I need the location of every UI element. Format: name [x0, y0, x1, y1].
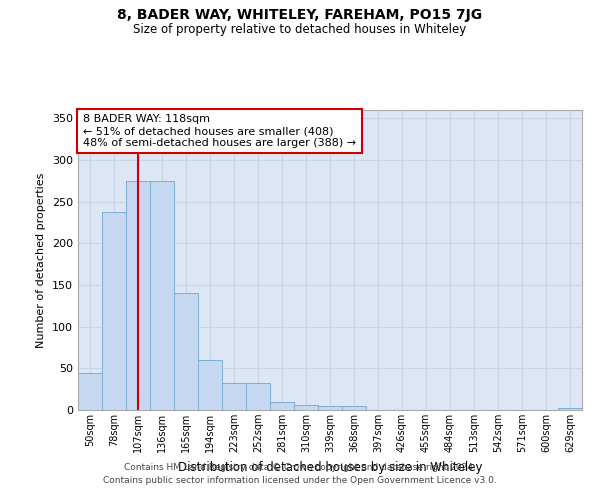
Text: Contains HM Land Registry data © Crown copyright and database right 2024.: Contains HM Land Registry data © Crown c…	[124, 464, 476, 472]
Bar	[558, 408, 582, 410]
X-axis label: Distribution of detached houses by size in Whiteley: Distribution of detached houses by size …	[178, 460, 482, 473]
Bar	[150, 181, 174, 410]
Bar	[246, 384, 270, 410]
Text: Size of property relative to detached houses in Whiteley: Size of property relative to detached ho…	[133, 22, 467, 36]
Bar	[342, 406, 366, 410]
Bar	[198, 360, 222, 410]
Bar	[270, 402, 294, 410]
Bar	[78, 372, 102, 410]
Text: 8, BADER WAY, WHITELEY, FAREHAM, PO15 7JG: 8, BADER WAY, WHITELEY, FAREHAM, PO15 7J…	[118, 8, 482, 22]
Bar	[102, 212, 126, 410]
Bar	[318, 406, 342, 410]
Bar	[222, 384, 246, 410]
Text: 8 BADER WAY: 118sqm
← 51% of detached houses are smaller (408)
48% of semi-detac: 8 BADER WAY: 118sqm ← 51% of detached ho…	[83, 114, 356, 148]
Text: Contains public sector information licensed under the Open Government Licence v3: Contains public sector information licen…	[103, 476, 497, 485]
Bar	[294, 405, 318, 410]
Bar	[174, 294, 198, 410]
Bar	[126, 181, 150, 410]
Y-axis label: Number of detached properties: Number of detached properties	[37, 172, 46, 348]
